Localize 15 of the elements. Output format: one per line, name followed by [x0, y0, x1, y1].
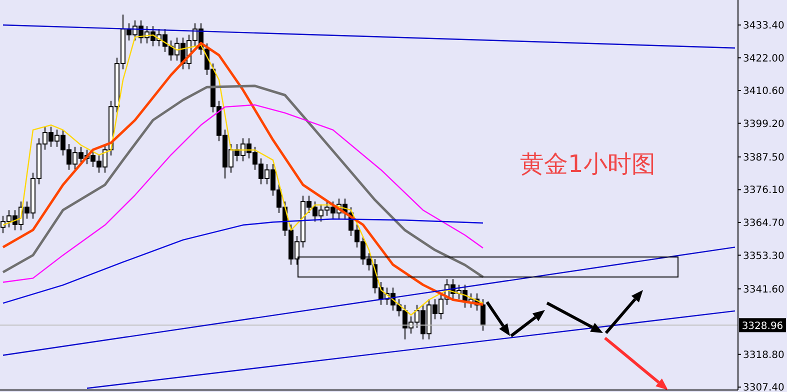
y-tick-label: 3364.70	[743, 218, 784, 229]
y-tick-label: 3376.10	[743, 185, 784, 196]
y-tick-label: 3387.50	[743, 152, 784, 164]
y-tick-label: 3399.20	[743, 118, 784, 130]
y-tick-label: 3410.60	[743, 86, 784, 98]
line-series	[2, 218, 484, 304]
y-tick-label: 3318.80	[743, 350, 784, 361]
y-tick-label: 3422.00	[743, 53, 784, 64]
y-tick-label: 3341.60	[743, 284, 784, 296]
y-tick-label: 3307.40	[743, 382, 784, 392]
ref-line-label: 3328.96	[742, 321, 784, 332]
annotation: 黄金1小时图	[520, 150, 656, 178]
y-tick-label: 3433.40	[743, 20, 784, 32]
candlestick	[480, 298, 486, 332]
y-tick-label: 3353.30	[743, 250, 784, 262]
